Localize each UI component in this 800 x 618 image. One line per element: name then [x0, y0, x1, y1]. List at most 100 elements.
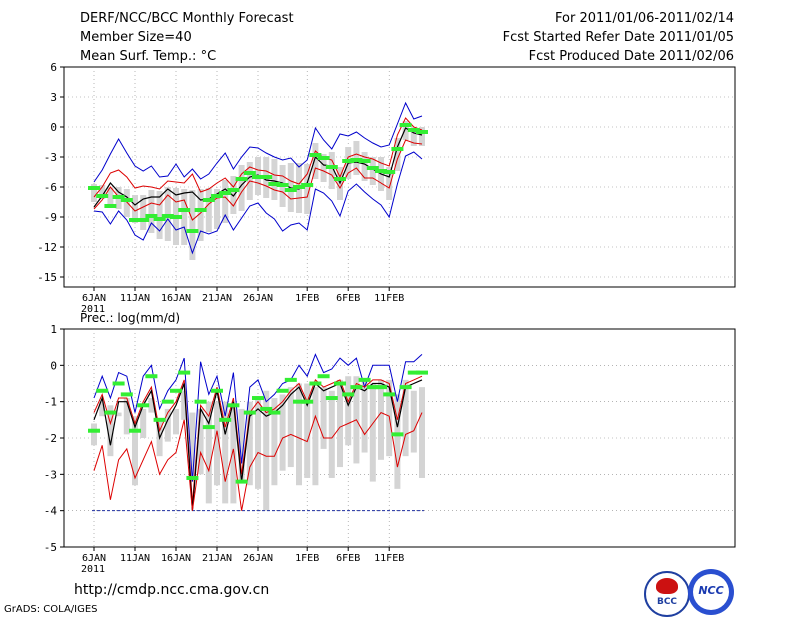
temp-spread-box	[214, 189, 220, 229]
temp-x-tick-label: 26JAN	[243, 293, 273, 304]
temp-spread-box	[181, 189, 188, 245]
prec-obs-marker	[366, 385, 379, 390]
prec-spread-box	[107, 405, 114, 457]
temp-obs-marker	[309, 153, 322, 157]
prec-y-tick-label: -1	[44, 396, 57, 409]
prec-spread-box	[140, 408, 147, 438]
temp-obs-marker	[161, 214, 174, 218]
temp-year-label: 2011	[81, 304, 105, 315]
temp-spread-box	[205, 188, 212, 232]
prec-spread-box	[394, 394, 401, 489]
prec-obs-marker	[317, 374, 330, 379]
prec-obs-marker	[325, 396, 338, 401]
prec-y-tick-label: -3	[44, 468, 57, 481]
temp-spread-box	[189, 190, 196, 260]
prec-spread-box	[419, 387, 425, 478]
prec-spread-box	[164, 408, 171, 442]
temp-spread-box	[394, 138, 401, 171]
temp-x-tick-label: 1FEB	[295, 293, 319, 304]
prec-spread-box	[132, 416, 138, 486]
prec-obs-marker	[227, 403, 240, 408]
temp-y-tick-label: 6	[50, 61, 57, 74]
prec-obs-marker	[391, 432, 404, 437]
temp-obs-marker	[96, 194, 109, 198]
prec-spread-box	[173, 408, 179, 435]
temp-obs-marker	[325, 165, 338, 169]
prec-x-tick-label: 11JAN	[120, 553, 150, 564]
temp-spread-box	[328, 152, 335, 189]
prec-obs-marker	[416, 370, 428, 375]
prec-spread-box	[255, 398, 261, 489]
temp-x-tick-label: 21JAN	[202, 293, 232, 304]
prec-obs-marker	[145, 374, 158, 379]
prec-spread-box	[99, 401, 106, 417]
prec-spread-box	[148, 398, 155, 413]
temp-spread-box	[222, 180, 229, 223]
temp-obs-marker	[317, 156, 330, 160]
temp-obs-marker	[194, 208, 207, 212]
temp-obs-marker	[211, 194, 223, 198]
temp-obs-marker	[383, 170, 396, 174]
temp-obs-marker	[260, 175, 273, 179]
temp-obs-marker	[227, 188, 240, 192]
prec-obs-marker	[137, 403, 150, 408]
temp-spread-box	[271, 159, 278, 200]
prec-obs-marker	[235, 479, 248, 484]
prec-spread-box	[181, 390, 188, 420]
temp-spread-box	[304, 164, 311, 214]
prec-y-tick-label: 1	[50, 323, 57, 336]
temp-spread-box	[140, 195, 147, 230]
prec-title: Prec.: log(mm/d)	[80, 311, 180, 325]
prec-obs-marker	[276, 388, 289, 393]
temp-spread-box	[402, 121, 409, 140]
prec-spread-box	[205, 401, 212, 504]
temp-y-tick-label: -12	[37, 241, 57, 254]
bcc-logo: BCC	[644, 571, 690, 617]
temp-spread-box	[312, 143, 319, 179]
prec-spread-box	[246, 401, 253, 486]
temp-obs-marker	[399, 123, 412, 127]
temp-y-tick-label: -3	[44, 151, 57, 164]
temp-y-tick-label: 3	[50, 91, 57, 104]
temp-p10-line	[93, 139, 423, 221]
temp-obs-marker	[186, 229, 199, 233]
member-size-label: Member Size=40	[80, 30, 192, 45]
prec-obs-marker	[252, 396, 264, 401]
temp-spread-box	[123, 189, 130, 217]
prec-spread-box	[222, 401, 229, 504]
temp-obs-marker	[104, 204, 117, 208]
ncc-logo-inner	[693, 574, 729, 610]
prec-obs-marker	[153, 417, 166, 422]
temp-obs-marker	[284, 188, 297, 192]
forecast-produced-date: Fcst Produced Date 2011/02/06	[528, 49, 734, 64]
prec-obs-marker	[260, 406, 273, 411]
temp-obs-marker	[416, 130, 428, 134]
prec-spread-box	[238, 408, 245, 482]
prec-obs-marker	[350, 385, 363, 390]
temp-spread-box	[410, 127, 417, 146]
prec-obs-marker	[161, 399, 174, 404]
temp-spread-box	[361, 152, 368, 181]
prec-p10-line	[93, 411, 423, 511]
prec-obs-marker	[104, 410, 117, 415]
temp-obs-marker	[88, 186, 100, 190]
bcc-logo-emblem	[656, 578, 678, 594]
prec-x-tick-label: 6FEB	[336, 553, 360, 564]
temp-spread-box	[238, 165, 245, 211]
source-url[interactable]: http://cmdp.ncc.cma.gov.cn	[74, 582, 270, 598]
temp-x-tick-label: 6FEB	[336, 293, 360, 304]
forecast-started-date: Fcst Started Refer Date 2011/01/05	[502, 30, 734, 45]
temp-obs-marker	[153, 217, 166, 221]
prec-obs-marker	[178, 370, 191, 375]
prec-x-tick-label: 1FEB	[295, 553, 319, 564]
prec-obs-marker	[88, 428, 100, 433]
temp-obs-marker	[129, 218, 141, 222]
prec-spread-box	[337, 379, 343, 468]
temp-spread-box	[386, 167, 393, 200]
prec-spread-box	[279, 394, 286, 471]
prec-obs-marker	[120, 392, 133, 397]
temp-obs-marker	[178, 208, 191, 212]
temp-obs-marker	[112, 195, 125, 199]
prec-spread-box	[378, 379, 384, 460]
